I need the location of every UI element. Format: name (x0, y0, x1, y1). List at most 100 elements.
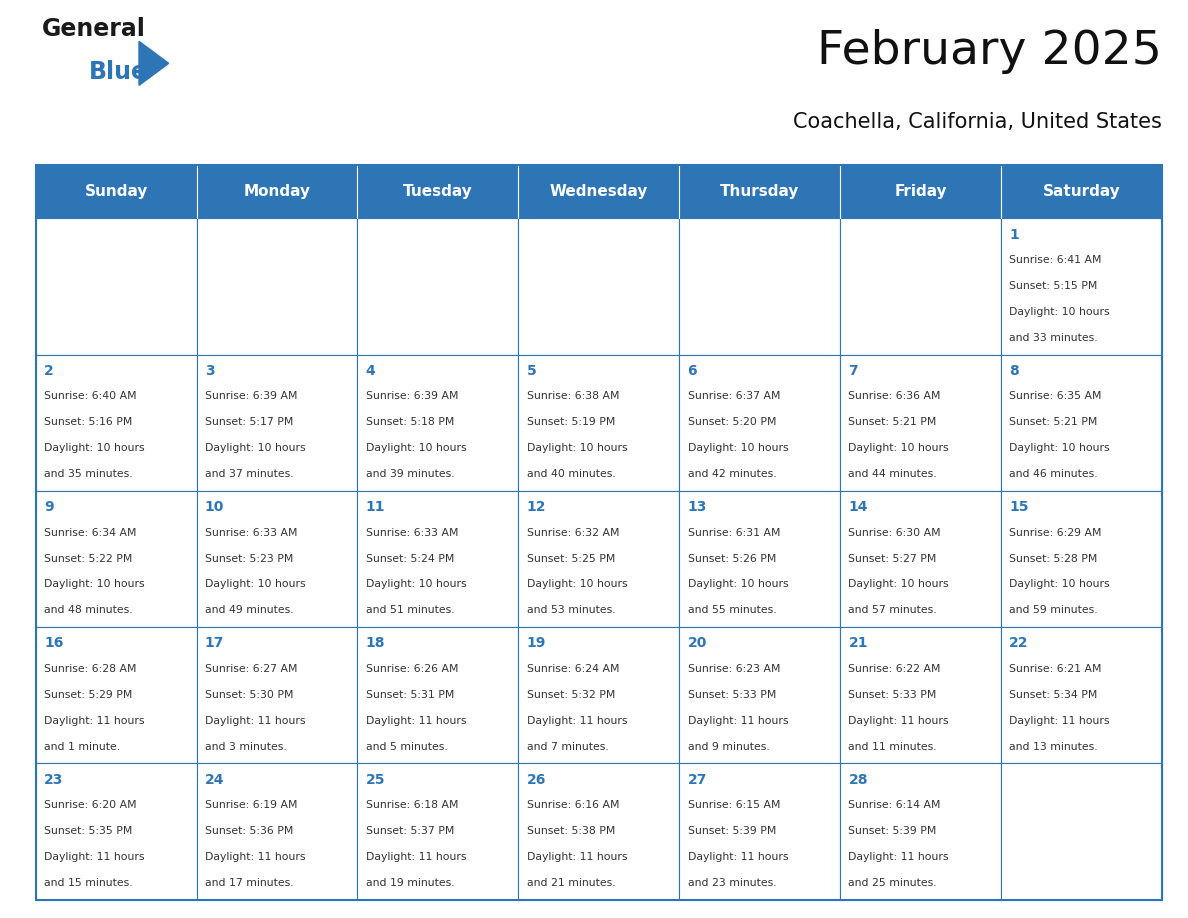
Text: Sunday: Sunday (84, 185, 147, 199)
Text: Sunset: 5:17 PM: Sunset: 5:17 PM (204, 418, 293, 427)
Text: Sunrise: 6:35 AM: Sunrise: 6:35 AM (1010, 391, 1101, 401)
Bar (1001, 764, 1162, 900)
Bar (196, 218, 358, 354)
Text: and 1 minute.: and 1 minute. (44, 742, 120, 752)
Text: Sunset: 5:15 PM: Sunset: 5:15 PM (1010, 281, 1098, 291)
Text: Sunset: 5:30 PM: Sunset: 5:30 PM (204, 689, 293, 700)
Text: Sunset: 5:21 PM: Sunset: 5:21 PM (848, 418, 937, 427)
Text: 5: 5 (526, 364, 536, 378)
Text: and 57 minutes.: and 57 minutes. (848, 605, 937, 615)
Text: and 55 minutes.: and 55 minutes. (688, 605, 776, 615)
Text: Saturday: Saturday (1043, 185, 1120, 199)
Text: 22: 22 (1010, 636, 1029, 650)
Text: Sunset: 5:32 PM: Sunset: 5:32 PM (526, 689, 615, 700)
Bar (518, 764, 680, 900)
Text: Friday: Friday (895, 185, 947, 199)
Text: and 51 minutes.: and 51 minutes. (366, 605, 454, 615)
Bar (840, 218, 1001, 354)
Text: 14: 14 (848, 500, 868, 514)
Text: and 39 minutes.: and 39 minutes. (366, 469, 454, 479)
Bar (36, 764, 196, 900)
Text: Daylight: 11 hours: Daylight: 11 hours (848, 852, 949, 862)
Text: and 48 minutes.: and 48 minutes. (44, 605, 133, 615)
Bar (36, 354, 196, 491)
Text: Daylight: 11 hours: Daylight: 11 hours (848, 716, 949, 725)
Bar (358, 764, 518, 900)
Text: 18: 18 (366, 636, 385, 650)
Text: Sunset: 5:18 PM: Sunset: 5:18 PM (366, 418, 454, 427)
Text: and 53 minutes.: and 53 minutes. (526, 605, 615, 615)
Text: 10: 10 (204, 500, 225, 514)
Text: Sunrise: 6:14 AM: Sunrise: 6:14 AM (848, 800, 941, 810)
Text: Daylight: 11 hours: Daylight: 11 hours (204, 716, 305, 725)
Text: 25: 25 (366, 773, 385, 787)
Text: Daylight: 10 hours: Daylight: 10 hours (688, 443, 788, 453)
Text: 17: 17 (204, 636, 225, 650)
Bar (196, 764, 358, 900)
Text: and 13 minutes.: and 13 minutes. (1010, 742, 1098, 752)
Text: 24: 24 (204, 773, 225, 787)
Text: Daylight: 10 hours: Daylight: 10 hours (1010, 443, 1110, 453)
Text: and 40 minutes.: and 40 minutes. (526, 469, 615, 479)
Text: and 17 minutes.: and 17 minutes. (204, 878, 293, 888)
Text: and 59 minutes.: and 59 minutes. (1010, 605, 1098, 615)
Bar (36, 165, 1162, 218)
Bar (358, 218, 518, 354)
Text: Sunrise: 6:27 AM: Sunrise: 6:27 AM (204, 664, 297, 674)
Text: Daylight: 10 hours: Daylight: 10 hours (44, 443, 145, 453)
Text: 27: 27 (688, 773, 707, 787)
Text: 6: 6 (688, 364, 697, 378)
Bar (358, 491, 518, 627)
Text: 16: 16 (44, 636, 63, 650)
Text: Coachella, California, United States: Coachella, California, United States (792, 112, 1162, 132)
Text: and 49 minutes.: and 49 minutes. (204, 605, 293, 615)
Text: 9: 9 (44, 500, 53, 514)
Bar (196, 627, 358, 764)
Text: Daylight: 11 hours: Daylight: 11 hours (526, 716, 627, 725)
Text: Sunset: 5:16 PM: Sunset: 5:16 PM (44, 418, 132, 427)
Text: 21: 21 (848, 636, 868, 650)
Text: Sunrise: 6:29 AM: Sunrise: 6:29 AM (1010, 528, 1101, 538)
Text: 12: 12 (526, 500, 546, 514)
Bar (680, 627, 840, 764)
Text: Sunset: 5:21 PM: Sunset: 5:21 PM (1010, 418, 1098, 427)
Text: Sunrise: 6:24 AM: Sunrise: 6:24 AM (526, 664, 619, 674)
Text: Sunrise: 6:39 AM: Sunrise: 6:39 AM (204, 391, 297, 401)
Text: and 21 minutes.: and 21 minutes. (526, 878, 615, 888)
Bar (680, 354, 840, 491)
Polygon shape (139, 41, 169, 85)
Text: Daylight: 11 hours: Daylight: 11 hours (204, 852, 305, 862)
Text: Monday: Monday (244, 185, 310, 199)
Text: Sunrise: 6:31 AM: Sunrise: 6:31 AM (688, 528, 781, 538)
Text: Tuesday: Tuesday (403, 185, 473, 199)
Text: Daylight: 11 hours: Daylight: 11 hours (688, 852, 788, 862)
Text: Wednesday: Wednesday (550, 185, 647, 199)
Bar (518, 491, 680, 627)
Text: 26: 26 (526, 773, 546, 787)
Bar (36, 627, 196, 764)
Text: 3: 3 (204, 364, 215, 378)
Text: Sunrise: 6:33 AM: Sunrise: 6:33 AM (366, 528, 459, 538)
Bar (680, 491, 840, 627)
Bar (36, 491, 196, 627)
Text: Daylight: 10 hours: Daylight: 10 hours (848, 579, 949, 589)
Text: and 9 minutes.: and 9 minutes. (688, 742, 770, 752)
Text: 13: 13 (688, 500, 707, 514)
Text: Daylight: 10 hours: Daylight: 10 hours (1010, 579, 1110, 589)
Text: and 3 minutes.: and 3 minutes. (204, 742, 286, 752)
Text: Daylight: 11 hours: Daylight: 11 hours (1010, 716, 1110, 725)
Bar (36, 165, 1162, 900)
Text: Sunrise: 6:37 AM: Sunrise: 6:37 AM (688, 391, 781, 401)
Text: Daylight: 11 hours: Daylight: 11 hours (366, 852, 466, 862)
Text: 2: 2 (44, 364, 53, 378)
Text: Sunset: 5:33 PM: Sunset: 5:33 PM (848, 689, 937, 700)
Text: 15: 15 (1010, 500, 1029, 514)
Text: and 42 minutes.: and 42 minutes. (688, 469, 776, 479)
Text: Daylight: 11 hours: Daylight: 11 hours (526, 852, 627, 862)
Text: 28: 28 (848, 773, 868, 787)
Text: Sunrise: 6:34 AM: Sunrise: 6:34 AM (44, 528, 137, 538)
Text: Sunset: 5:31 PM: Sunset: 5:31 PM (366, 689, 454, 700)
Text: Daylight: 11 hours: Daylight: 11 hours (44, 716, 145, 725)
Bar (196, 491, 358, 627)
Text: Daylight: 10 hours: Daylight: 10 hours (366, 443, 467, 453)
